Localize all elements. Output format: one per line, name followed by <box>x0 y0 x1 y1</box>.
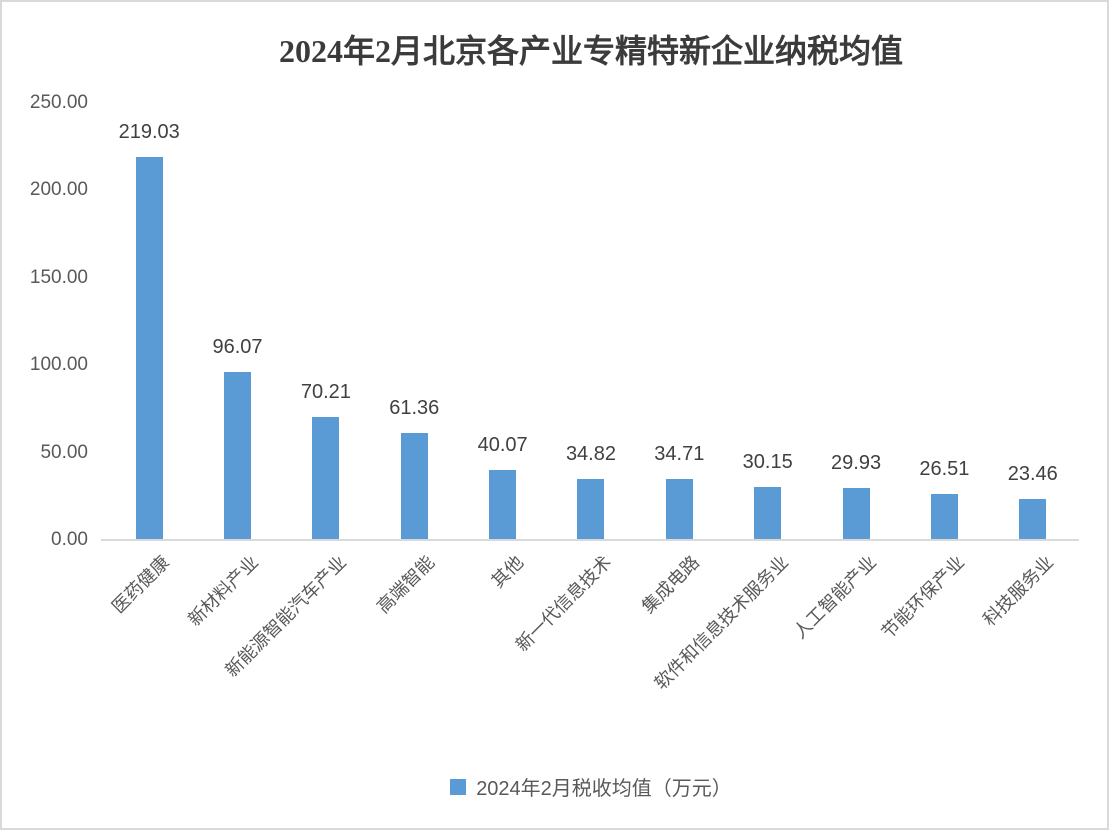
bar-value-label: 29.93 <box>831 451 882 474</box>
category-label: 节能环保产业 <box>878 552 969 643</box>
bar-group: 70.21 新能源智能汽车产业 <box>221 103 370 680</box>
bar-value-label: 30.15 <box>742 451 793 474</box>
bar-value-label: 70.21 <box>300 381 351 404</box>
category-label: 高端智能 <box>373 552 439 618</box>
bar-group: 61.36 高端智能 <box>370 103 458 617</box>
legend-marker-icon <box>450 778 467 795</box>
category-label: 医药健康 <box>108 552 174 618</box>
bar-value-label: 34.82 <box>565 443 616 466</box>
bar <box>842 487 870 540</box>
bar <box>577 479 605 540</box>
bar <box>754 487 782 540</box>
bar-group: 34.82 新一代信息技术 <box>512 103 635 655</box>
category-label: 新材料产业 <box>183 552 262 630</box>
bar <box>135 157 163 540</box>
bar <box>312 417 340 540</box>
category-label: 人工智能产业 <box>789 552 881 643</box>
bar-group: 29.93 人工智能产业 <box>790 103 900 643</box>
bar <box>665 479 693 540</box>
legend: 2024年2月税收均值（万元） <box>105 772 1077 801</box>
bar <box>224 372 252 540</box>
bar-group: 30.15 软件和信息技术服务业 <box>650 103 812 693</box>
bar-value-label: 219.03 <box>118 121 180 144</box>
bar-group: 96.07 新材料产业 <box>184 103 281 630</box>
bar-value-label: 34.71 <box>654 443 705 466</box>
chart-title: 2024年2月北京各产业专精特新企业纳税均值 <box>278 33 903 69</box>
bar-value-label: 61.36 <box>389 396 440 419</box>
bar <box>1019 499 1047 540</box>
category-label: 科技服务业 <box>979 552 1057 630</box>
category-label: 集成电路 <box>638 552 704 618</box>
bar <box>489 469 517 540</box>
bar-group: 219.03 医药健康 <box>105 103 193 617</box>
bar <box>400 432 428 540</box>
bar-group: 23.46 科技服务业 <box>979 103 1077 630</box>
bar-value-label: 23.46 <box>1007 463 1058 485</box>
category-label: 其他 <box>487 552 527 592</box>
y-axis: 0.00 50.00 100.00 150.00 200.00 250.00 <box>2 2 90 828</box>
y-tick-label: 250.00 <box>29 92 88 113</box>
legend-label: 2024年2月税收均值（万元） <box>476 778 732 800</box>
x-axis-line <box>101 539 1079 541</box>
category-label: 新一代信息技术 <box>511 552 616 656</box>
bar <box>930 493 958 540</box>
bar-value-label: 96.07 <box>212 336 263 359</box>
y-tick-label: 50.00 <box>40 441 88 463</box>
plot-area: 219.03 医药健康 96.07 新材料产业 70.21 新能源智能汽车产业 61.36 高… <box>105 103 1077 693</box>
y-tick-label: 200.00 <box>29 179 88 201</box>
bar-group: 26.51 节能环保产业 <box>878 103 988 643</box>
y-tick-label: 150.00 <box>29 266 88 288</box>
bar-group: 34.71 集成电路 <box>635 103 723 617</box>
bar-group: 40.07 其他 <box>458 103 546 592</box>
y-tick-label: 100.00 <box>29 354 88 376</box>
y-tick-label: 0.00 <box>51 529 88 550</box>
bar-value-label: 26.51 <box>919 457 970 480</box>
bar-value-label: 40.07 <box>477 433 528 456</box>
